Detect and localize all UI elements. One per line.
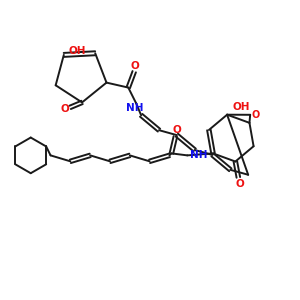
- Text: O: O: [252, 110, 260, 120]
- Text: NH: NH: [127, 103, 144, 113]
- Text: O: O: [236, 179, 245, 189]
- Text: NH: NH: [190, 150, 208, 161]
- Text: OH: OH: [232, 102, 250, 112]
- Text: O: O: [131, 61, 140, 71]
- Text: OH: OH: [69, 46, 86, 56]
- Text: O: O: [173, 124, 182, 135]
- Text: O: O: [61, 104, 70, 114]
